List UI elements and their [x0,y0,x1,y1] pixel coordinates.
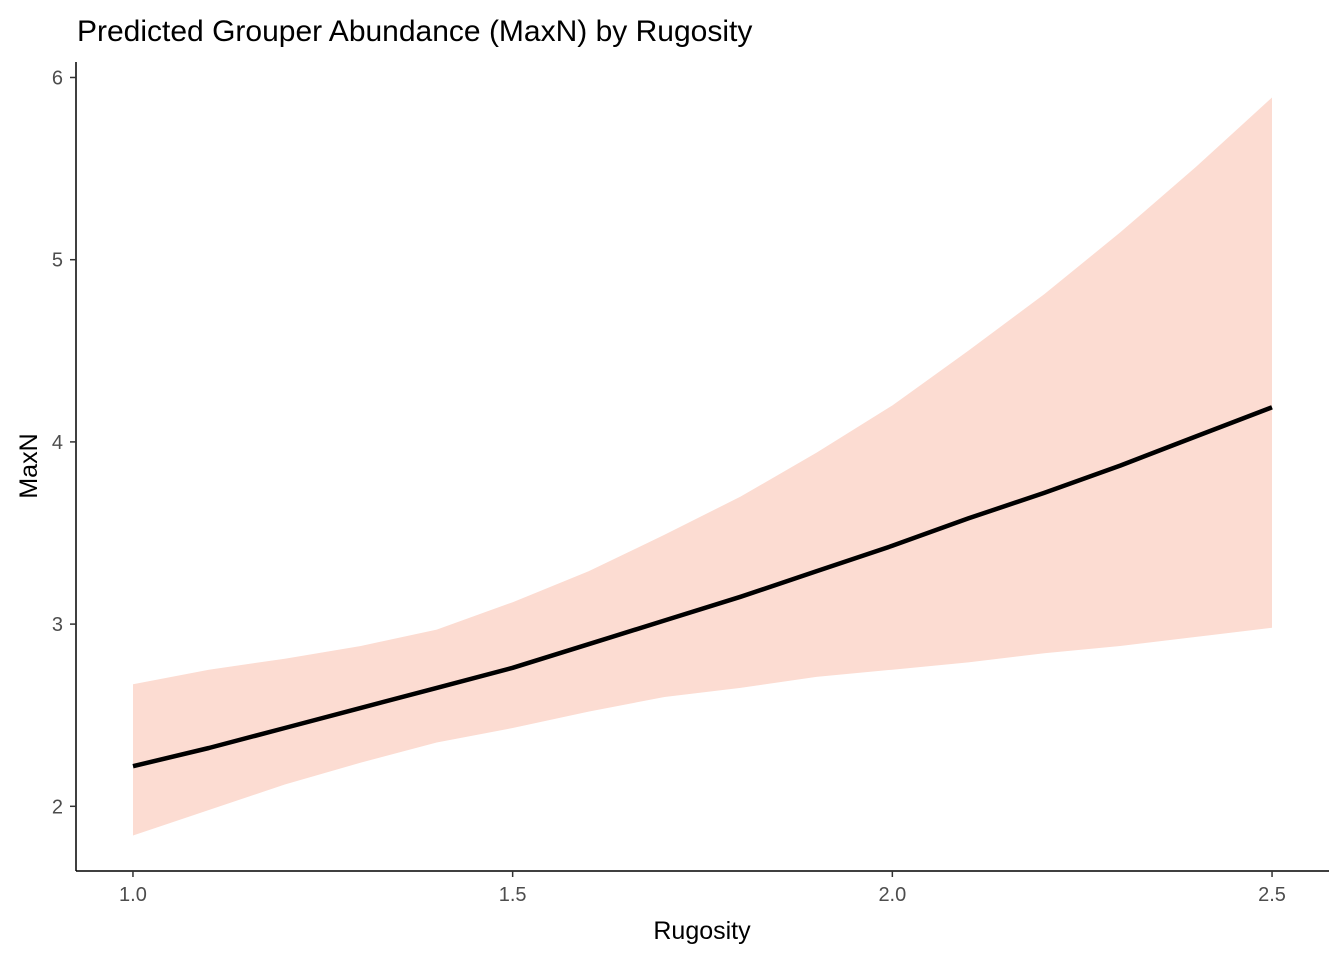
prediction-line-layer [132,405,1273,769]
y-tick-label: 2 [52,796,63,818]
y-tick-label: 5 [52,250,63,272]
prediction-line [132,405,1273,769]
y-axis-label: MaxN [15,433,43,498]
y-tick-label: 3 [52,614,63,636]
y-tick-label: 4 [52,432,63,454]
x-tick-label: 1.0 [119,884,147,906]
x-axis-label: Rugosity [653,917,751,945]
x-tick-label: 2.0 [878,884,906,906]
confidence-ribbon-layer [133,97,1272,836]
x-tick-label: 2.5 [1258,884,1286,906]
axes-layer [75,62,1329,872]
ticks-layer: 1.0 1.5 2.0 2.5 2 3 4 5 6 [52,67,1286,906]
chart-title: Predicted Grouper Abundance (MaxN) by Ru… [77,15,752,48]
y-tick-label: 6 [52,67,63,89]
x-tick-label: 1.5 [499,884,527,906]
confidence-ribbon [133,97,1272,836]
